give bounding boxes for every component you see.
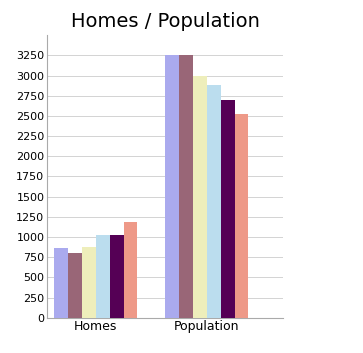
Bar — [234, 114, 248, 318]
Bar — [96, 235, 110, 318]
Title: Homes / Population: Homes / Population — [71, 12, 260, 31]
Bar — [82, 247, 96, 318]
Bar — [110, 235, 123, 318]
Bar — [179, 55, 193, 318]
Bar — [165, 55, 179, 318]
Bar — [221, 100, 234, 318]
Bar — [193, 76, 207, 318]
Bar — [207, 85, 221, 318]
Bar — [54, 248, 68, 318]
Bar — [123, 222, 138, 318]
Bar — [68, 253, 82, 318]
